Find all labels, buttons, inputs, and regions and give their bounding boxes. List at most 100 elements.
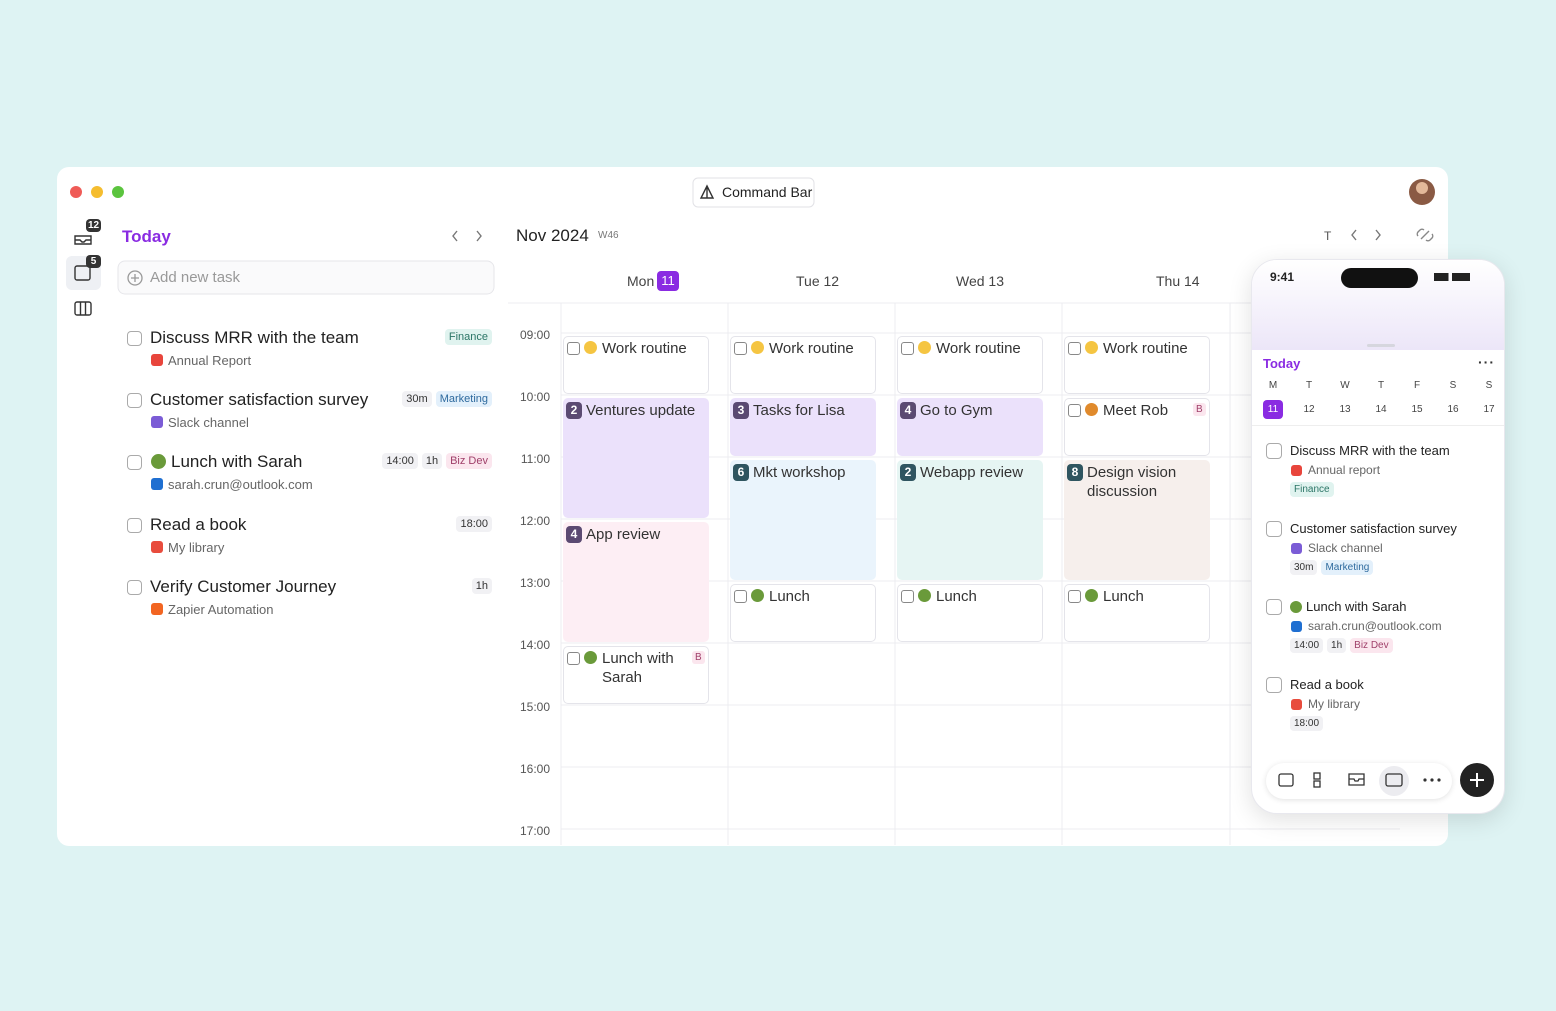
columns-icon[interactable]: [74, 301, 92, 316]
calendar-event[interactable]: Lunch: [1064, 584, 1210, 642]
calendar-event[interactable]: 4 App review: [563, 522, 709, 642]
phone-task-checkbox[interactable]: [1266, 443, 1282, 459]
calendar-event[interactable]: Work routine: [563, 336, 709, 394]
tab-today[interactable]: [1385, 773, 1403, 787]
phone-task-title[interactable]: Lunch with Sarah: [1306, 599, 1407, 614]
calendar-event[interactable]: 2 Webapp review: [897, 460, 1043, 580]
tag-row: 1h: [471, 577, 492, 594]
phone-tab-active[interactable]: [1379, 766, 1409, 796]
add-task-input[interactable]: Add new task: [150, 269, 241, 286]
add-icon-plus: [131, 274, 139, 282]
task-checkbox[interactable]: [127, 393, 142, 409]
phone-icons: [1278, 763, 1494, 797]
date[interactable]: 17: [1483, 404, 1495, 415]
event-title: Lunch: [936, 588, 977, 605]
event-title: Lunch: [769, 588, 810, 605]
calendar-icon[interactable]: [74, 265, 91, 281]
phone-task-title[interactable]: Read a book: [1290, 677, 1364, 692]
badge-bg: [86, 255, 101, 268]
calendar-event[interactable]: Lunch: [730, 584, 876, 642]
weekday: S: [1449, 380, 1457, 391]
tag: Finance: [444, 329, 492, 345]
phone-more[interactable]: ···: [1478, 354, 1495, 370]
phone-task-title[interactable]: Discuss MRR with the team: [1290, 443, 1450, 458]
date[interactable]: 16: [1447, 404, 1459, 415]
hour-label: 10:00: [519, 390, 550, 404]
event-checkbox[interactable]: [1068, 404, 1081, 417]
minimize-button[interactable]: [91, 186, 103, 198]
command-bar[interactable]: Command Bar: [722, 184, 813, 200]
tag: 14:00: [1290, 638, 1324, 653]
event-emoji: [918, 341, 931, 354]
zoom-button[interactable]: [112, 186, 124, 198]
task-checkbox[interactable]: [127, 455, 142, 471]
calendar-event[interactable]: 6 Mkt workshop: [730, 460, 876, 580]
event-checkbox[interactable]: [734, 590, 747, 603]
source-icon: [151, 478, 163, 491]
task-checkbox[interactable]: [127, 331, 142, 346]
hour-label: 15:00: [519, 700, 550, 714]
task-checkbox[interactable]: [127, 517, 142, 533]
phone-task-source: My library: [1308, 697, 1361, 711]
tag-row: 14:00 1h Biz Dev: [1290, 638, 1393, 653]
event-emoji: [1085, 403, 1098, 416]
phone-task-title[interactable]: Customer satisfaction survey: [1290, 521, 1457, 536]
date[interactable]: 13: [1339, 404, 1351, 415]
phone-task-checkbox[interactable]: [1266, 521, 1282, 537]
today-button[interactable]: T: [1324, 229, 1332, 243]
event-emoji: [584, 341, 597, 354]
event-checkbox[interactable]: [734, 342, 747, 355]
date[interactable]: 15: [1411, 404, 1423, 415]
phone-task-emoji: [1290, 601, 1302, 613]
calendar-event[interactable]: 3 Tasks for Lisa: [730, 398, 876, 456]
phone-source-icon: [1291, 621, 1302, 632]
tab-calendar[interactable]: [1278, 773, 1294, 787]
event-checkbox[interactable]: [901, 590, 914, 603]
task-checkbox[interactable]: [127, 579, 142, 595]
event-checkbox[interactable]: [1068, 590, 1081, 603]
phone-task-checkbox[interactable]: [1266, 677, 1282, 693]
inbox-icon[interactable]: [74, 235, 92, 245]
tag-row: 30m Marketing: [402, 391, 492, 408]
calendar-event[interactable]: 8 Design vision discussion: [1064, 460, 1210, 580]
phone-source-icon: [1291, 543, 1302, 554]
task-title[interactable]: Lunch with Sarah: [171, 452, 303, 472]
calendar-event[interactable]: Lunch with Sarah B: [563, 646, 709, 704]
close-button[interactable]: [70, 186, 82, 198]
task-title[interactable]: Read a book: [150, 514, 247, 534]
event-checkbox[interactable]: [567, 342, 580, 355]
calendar-event[interactable]: Work routine: [897, 336, 1043, 394]
calendar-event[interactable]: Work routine: [730, 336, 876, 394]
command-bar-box[interactable]: [692, 177, 815, 208]
add-task-box[interactable]: [117, 260, 495, 295]
date[interactable]: 11: [1263, 400, 1283, 419]
event-title: Webapp review: [920, 464, 1024, 481]
task-nav[interactable]: [452, 230, 482, 242]
event-checkbox[interactable]: [567, 652, 580, 665]
event-checkbox[interactable]: [1068, 342, 1081, 355]
day-today: 11: [657, 271, 679, 291]
date[interactable]: 12: [1303, 404, 1315, 415]
event-title: Lunch with Sarah: [602, 650, 674, 686]
phone-task-checkbox[interactable]: [1266, 599, 1282, 615]
tab-widgets[interactable]: [1313, 772, 1321, 780]
link-icon[interactable]: [1416, 228, 1434, 242]
tab-more[interactable]: [1423, 778, 1427, 782]
phone-title[interactable]: Today: [1263, 356, 1301, 371]
calendar-nav[interactable]: [1351, 229, 1381, 241]
task-title[interactable]: Discuss MRR with the team: [150, 328, 359, 347]
event-checkbox[interactable]: [901, 342, 914, 355]
calendar-event[interactable]: Work routine: [1064, 336, 1210, 394]
tab-widgets-b: [1313, 780, 1321, 788]
calendar-event[interactable]: 2 Ventures update: [563, 398, 709, 518]
calendar-event[interactable]: Meet Rob B: [1064, 398, 1210, 456]
task-title[interactable]: Verify Customer Journey: [150, 576, 337, 596]
date[interactable]: 14: [1375, 404, 1387, 415]
task-title[interactable]: Customer satisfaction survey: [150, 390, 369, 410]
calendar-event[interactable]: Lunch: [897, 584, 1043, 642]
event-badge: 3: [733, 402, 749, 419]
calendar-event[interactable]: 4 Go to Gym: [897, 398, 1043, 456]
tab-inbox[interactable]: [1348, 773, 1365, 786]
tab-more-dot: [1437, 778, 1441, 782]
calendar-week: W46: [598, 230, 619, 241]
